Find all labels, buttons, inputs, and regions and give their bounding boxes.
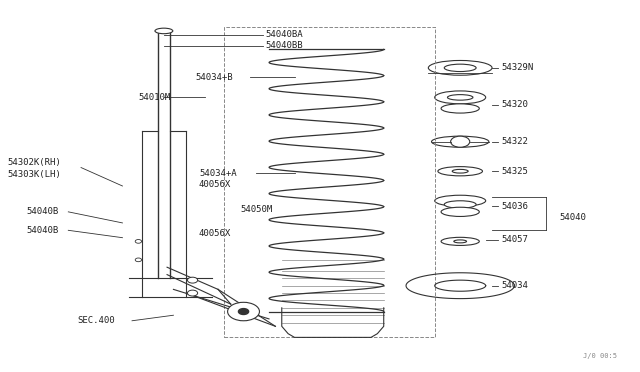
Text: 54303K(LH): 54303K(LH) — [8, 170, 61, 179]
Ellipse shape — [428, 61, 492, 75]
Text: 54040: 54040 — [559, 213, 586, 222]
Text: 54040B: 54040B — [27, 226, 59, 235]
Circle shape — [135, 240, 141, 243]
Ellipse shape — [447, 94, 473, 100]
Circle shape — [188, 290, 198, 296]
Ellipse shape — [438, 167, 483, 176]
Text: 54302K(RH): 54302K(RH) — [8, 157, 61, 167]
Text: 54010M: 54010M — [138, 93, 171, 102]
Text: 54050M: 54050M — [241, 205, 273, 215]
Ellipse shape — [444, 64, 476, 71]
Ellipse shape — [431, 136, 489, 147]
Text: 54040BA: 54040BA — [266, 30, 303, 39]
Circle shape — [188, 277, 198, 283]
Text: 54329N: 54329N — [502, 63, 534, 72]
Circle shape — [451, 136, 470, 147]
Text: 54034: 54034 — [502, 281, 529, 290]
Text: 54036: 54036 — [502, 202, 529, 211]
Text: SEC.400: SEC.400 — [78, 316, 115, 325]
Text: 54034+A: 54034+A — [199, 169, 237, 177]
Text: 40056X: 40056X — [199, 180, 231, 189]
Circle shape — [135, 258, 141, 262]
Ellipse shape — [452, 169, 468, 173]
Circle shape — [239, 309, 248, 314]
Ellipse shape — [454, 240, 467, 243]
Circle shape — [228, 302, 259, 321]
Text: J/0 00:5: J/0 00:5 — [584, 353, 618, 359]
Ellipse shape — [435, 195, 486, 206]
Ellipse shape — [441, 237, 479, 246]
Ellipse shape — [435, 91, 486, 104]
Text: 54320: 54320 — [502, 100, 529, 109]
Text: 54040B: 54040B — [27, 207, 59, 217]
Text: 54040BB: 54040BB — [266, 41, 303, 50]
Ellipse shape — [155, 28, 173, 34]
Ellipse shape — [444, 201, 476, 208]
Ellipse shape — [441, 207, 479, 217]
Text: 54322: 54322 — [502, 137, 529, 146]
Text: 40056X: 40056X — [199, 230, 231, 238]
Ellipse shape — [441, 104, 479, 113]
Text: 54057: 54057 — [502, 235, 529, 244]
Text: 54034+B: 54034+B — [196, 73, 234, 81]
Text: 54325: 54325 — [502, 167, 529, 176]
